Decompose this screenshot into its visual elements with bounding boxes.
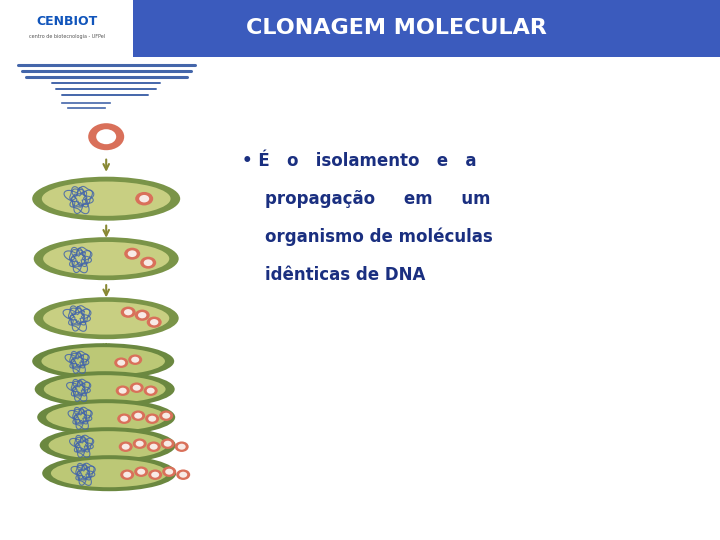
Circle shape — [119, 388, 127, 394]
Bar — [0, 0, 720, 57]
Circle shape — [135, 441, 144, 447]
Circle shape — [134, 467, 148, 477]
Circle shape — [124, 309, 132, 315]
Circle shape — [127, 251, 137, 257]
Circle shape — [147, 388, 155, 394]
Circle shape — [134, 413, 142, 418]
Ellipse shape — [37, 399, 175, 435]
Circle shape — [140, 256, 156, 269]
Ellipse shape — [34, 237, 179, 280]
Ellipse shape — [42, 455, 176, 491]
Text: organismo de moléculas: organismo de moléculas — [243, 228, 493, 246]
Circle shape — [144, 386, 158, 396]
Circle shape — [138, 469, 145, 475]
Circle shape — [114, 357, 128, 368]
Circle shape — [145, 414, 159, 424]
Text: • É   o   isolamento   e   a: • É o isolamento e a — [243, 152, 477, 170]
Circle shape — [165, 469, 174, 475]
Circle shape — [147, 316, 162, 328]
Circle shape — [176, 469, 190, 480]
Circle shape — [175, 442, 189, 452]
Circle shape — [130, 382, 144, 393]
Ellipse shape — [32, 177, 180, 221]
Ellipse shape — [32, 343, 174, 379]
Circle shape — [150, 444, 158, 450]
Circle shape — [161, 438, 175, 449]
Circle shape — [119, 442, 132, 452]
Text: centro de biotecnologia - UFPel: centro de biotecnologia - UFPel — [29, 34, 104, 39]
Circle shape — [120, 469, 134, 480]
Circle shape — [135, 309, 150, 321]
Circle shape — [122, 444, 130, 450]
Circle shape — [117, 414, 131, 424]
Circle shape — [162, 413, 170, 418]
Circle shape — [148, 416, 156, 422]
Circle shape — [128, 354, 142, 365]
Circle shape — [139, 195, 149, 202]
Circle shape — [131, 410, 145, 421]
Ellipse shape — [48, 431, 167, 459]
Ellipse shape — [35, 371, 175, 407]
Circle shape — [151, 472, 159, 478]
Circle shape — [162, 467, 176, 477]
Text: idênticas de DNA: idênticas de DNA — [243, 266, 426, 284]
Circle shape — [117, 360, 125, 366]
Circle shape — [132, 438, 147, 449]
Ellipse shape — [34, 297, 179, 339]
Circle shape — [150, 319, 158, 325]
Circle shape — [135, 192, 153, 205]
Circle shape — [144, 259, 153, 266]
Ellipse shape — [40, 427, 176, 463]
Circle shape — [179, 472, 187, 478]
Circle shape — [88, 123, 124, 150]
Circle shape — [131, 357, 139, 363]
Ellipse shape — [51, 459, 168, 487]
Ellipse shape — [43, 302, 169, 335]
Ellipse shape — [42, 181, 171, 216]
Circle shape — [163, 441, 171, 447]
Text: CLONAGEM MOLECULAR: CLONAGEM MOLECULAR — [246, 18, 547, 38]
Circle shape — [138, 312, 146, 319]
Ellipse shape — [42, 347, 165, 375]
Ellipse shape — [46, 403, 166, 431]
Circle shape — [132, 384, 140, 391]
Text: CENBIOT: CENBIOT — [36, 15, 97, 29]
Text: propagação     em     um: propagação em um — [243, 190, 491, 208]
Circle shape — [178, 444, 186, 450]
Bar — [0, 0, 133, 57]
Circle shape — [121, 307, 135, 318]
Ellipse shape — [43, 242, 169, 275]
Circle shape — [96, 129, 116, 144]
Circle shape — [148, 469, 162, 480]
Circle shape — [120, 416, 128, 422]
Circle shape — [124, 248, 140, 260]
Circle shape — [147, 442, 161, 452]
Circle shape — [116, 386, 130, 396]
Ellipse shape — [44, 375, 166, 403]
Circle shape — [159, 410, 174, 421]
Circle shape — [123, 472, 131, 478]
